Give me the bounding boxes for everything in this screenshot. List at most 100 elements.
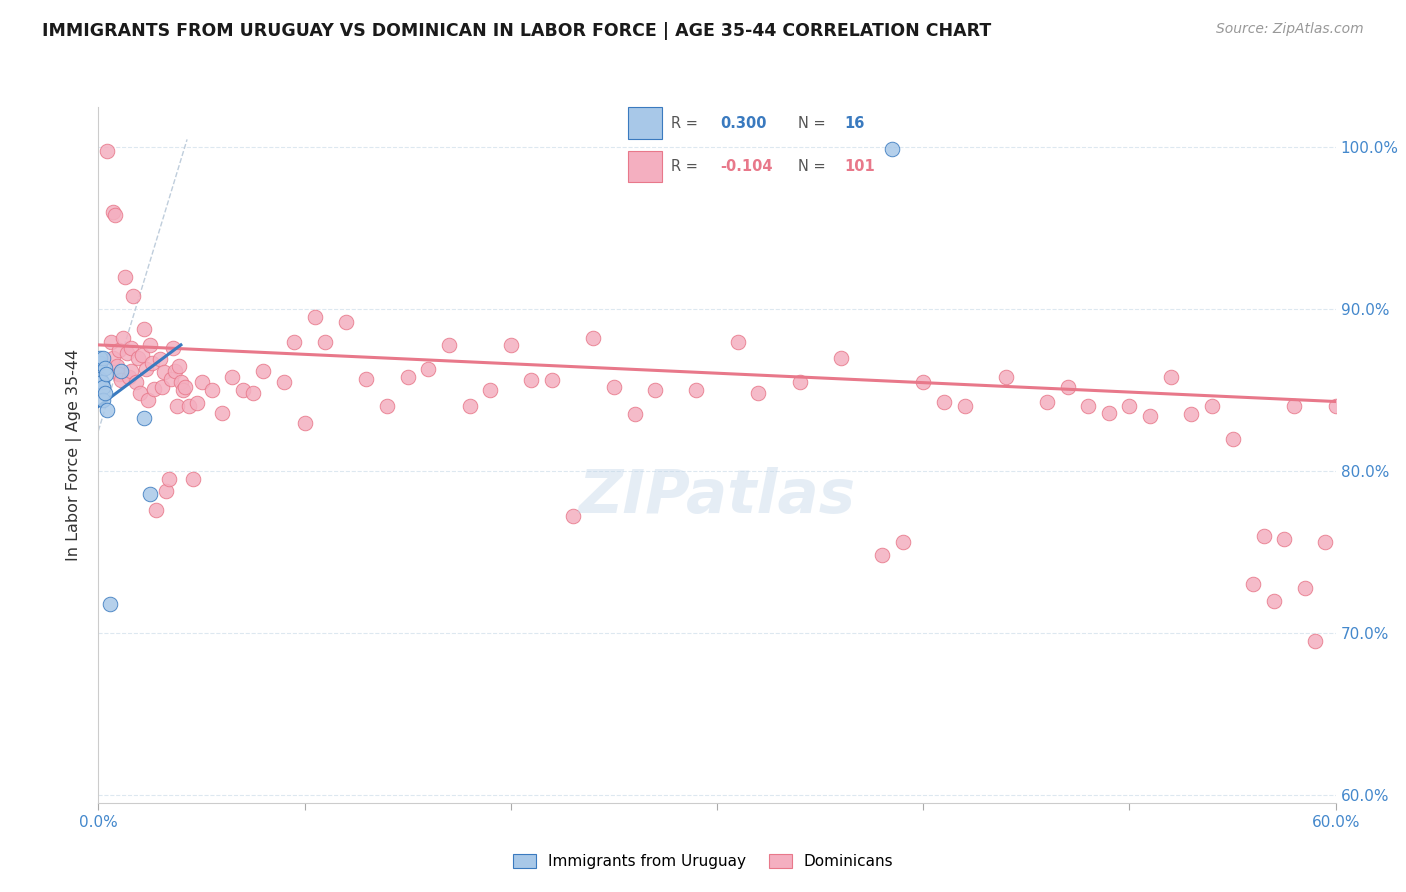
Point: [149, 352, 172, 367]
Point: [1303, 634, 1326, 648]
Point: [145, 503, 167, 517]
Point: [127, 351, 149, 365]
Point: [153, 365, 176, 379]
Point: [136, 392, 159, 407]
Point: [181, 472, 204, 486]
Point: [90, 375, 112, 389]
Point: [132, 322, 155, 336]
Point: [159, 372, 181, 386]
Point: [108, 343, 131, 357]
Point: [94, 367, 117, 381]
Point: [232, 383, 254, 397]
Point: [273, 375, 295, 389]
Point: [1263, 593, 1285, 607]
Point: [128, 386, 150, 401]
Point: [96, 144, 118, 158]
Point: [499, 338, 522, 352]
Point: [150, 380, 173, 394]
Text: N =: N =: [799, 159, 831, 174]
Point: [89, 356, 111, 370]
Point: [747, 386, 769, 401]
Point: [174, 380, 197, 394]
Point: [418, 362, 440, 376]
Point: [1077, 400, 1099, 414]
Point: [112, 331, 135, 345]
Point: [101, 351, 124, 365]
Text: -0.104: -0.104: [721, 159, 773, 174]
Point: [110, 364, 132, 378]
Point: [603, 380, 626, 394]
Point: [163, 364, 186, 378]
Point: [131, 348, 153, 362]
Y-axis label: In Labor Force | Age 35-44: In Labor Force | Age 35-44: [66, 349, 83, 561]
Point: [1139, 409, 1161, 423]
Point: [221, 370, 243, 384]
Point: [1056, 380, 1078, 394]
Point: [167, 359, 190, 373]
Point: [314, 334, 336, 349]
Point: [120, 364, 142, 378]
Text: Source: ZipAtlas.com: Source: ZipAtlas.com: [1216, 22, 1364, 37]
Point: [932, 394, 955, 409]
Point: [644, 383, 666, 397]
Point: [143, 382, 166, 396]
Point: [1098, 406, 1121, 420]
Point: [541, 374, 564, 388]
Point: [283, 334, 305, 349]
Point: [110, 374, 132, 388]
Point: [1253, 529, 1275, 543]
Point: [98, 597, 121, 611]
Point: [124, 375, 146, 389]
Legend: Immigrants from Uruguay, Dominicans: Immigrants from Uruguay, Dominicans: [506, 848, 900, 875]
Point: [882, 142, 904, 156]
Point: [122, 289, 145, 303]
Point: [135, 362, 157, 376]
Point: [789, 375, 811, 389]
Point: [104, 209, 127, 223]
Point: [912, 375, 935, 389]
Point: [89, 351, 111, 365]
Point: [520, 374, 543, 388]
Point: [139, 487, 162, 501]
Point: [96, 402, 118, 417]
Point: [1180, 408, 1202, 422]
Point: [132, 410, 155, 425]
Point: [1315, 535, 1337, 549]
Point: [458, 400, 481, 414]
Point: [582, 331, 605, 345]
Text: ZIPatlas: ZIPatlas: [578, 467, 856, 526]
FancyBboxPatch shape: [628, 108, 662, 139]
Point: [211, 406, 233, 420]
Point: [1201, 400, 1223, 414]
Point: [1036, 394, 1059, 409]
Point: [89, 372, 111, 386]
Text: N =: N =: [799, 116, 831, 131]
Point: [242, 386, 264, 401]
Point: [108, 367, 131, 381]
Point: [437, 338, 460, 352]
Point: [201, 383, 224, 397]
Point: [100, 334, 122, 349]
Point: [1222, 432, 1244, 446]
Text: 16: 16: [845, 116, 865, 131]
Point: [1241, 577, 1264, 591]
Text: 0.300: 0.300: [721, 116, 768, 131]
Point: [157, 472, 180, 486]
Point: [623, 408, 645, 422]
Point: [93, 360, 115, 375]
Point: [1324, 400, 1347, 414]
Point: [172, 383, 194, 397]
Point: [1272, 532, 1295, 546]
Point: [891, 535, 914, 549]
Point: [155, 483, 177, 498]
Point: [91, 351, 114, 365]
Point: [114, 269, 136, 284]
Point: [1284, 400, 1306, 414]
Point: [294, 416, 316, 430]
Text: IMMIGRANTS FROM URUGUAY VS DOMINICAN IN LABOR FORCE | AGE 35-44 CORRELATION CHAR: IMMIGRANTS FROM URUGUAY VS DOMINICAN IN …: [42, 22, 991, 40]
Text: R =: R =: [671, 116, 703, 131]
Point: [141, 356, 163, 370]
Point: [101, 205, 124, 219]
Point: [1294, 581, 1316, 595]
Point: [479, 383, 502, 397]
